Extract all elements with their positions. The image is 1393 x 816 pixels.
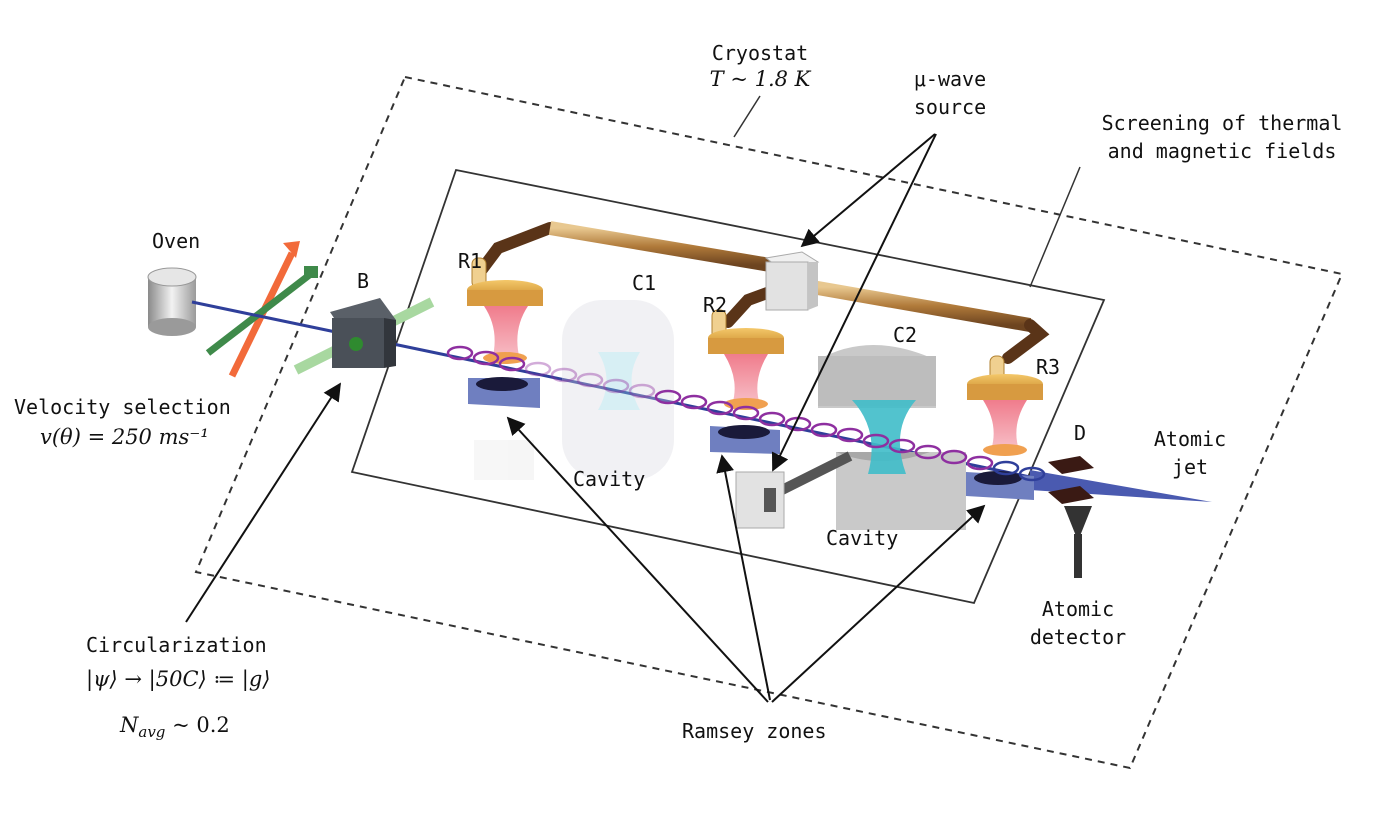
ramsey-zone-r3-icon	[966, 355, 1043, 500]
cryostat-temperature: T ~ 1.8 K	[709, 67, 811, 91]
n-avg-value: ~ 0.2	[165, 713, 230, 737]
ramsey-r2-label: R2	[703, 293, 728, 317]
velocity-selection-lasers-icon	[205, 241, 318, 378]
microwave-source-label-line1: μ-wave	[913, 67, 987, 91]
velocity-formula: v(θ) = 250 ms⁻¹	[40, 425, 209, 449]
oven-icon	[147, 267, 197, 336]
ramsey-zone-r1-icon	[467, 257, 543, 408]
cavity-c1-label: C1	[632, 271, 657, 295]
circularization-formula: |ψ⟩ → |50C⟩ ≔ |g⟩	[86, 667, 271, 691]
annotation-arrows	[185, 133, 986, 703]
cryostat-boundary	[194, 75, 1344, 770]
n-avg-formula: Navg ~ 0.2	[120, 712, 230, 745]
cavity-c2-label: C2	[893, 323, 918, 347]
atomic-detector-label-line2: detector	[1029, 625, 1127, 649]
oven-label: Oven	[152, 229, 201, 253]
circularization-box-icon	[293, 297, 435, 375]
ramsey-zones-label: Ramsey zones	[682, 719, 827, 743]
cryostat-label: Cryostat	[711, 41, 809, 65]
microwave-source-icon	[764, 251, 820, 311]
n-avg-subscript: avg	[138, 723, 166, 742]
atomic-jet-label-line2: jet	[1171, 455, 1209, 479]
circularization-box-label: B	[357, 269, 370, 293]
atomic-jet-label-line1: Atomic	[1153, 427, 1227, 451]
atomic-jet-arrow-icon	[1030, 470, 1212, 502]
microwave-waveguides	[474, 221, 1050, 364]
microwave-source-label-line2: source	[913, 95, 987, 119]
n-avg-symbol: N	[120, 713, 139, 737]
atomic-detector-icon	[1048, 456, 1094, 578]
circularization-label: Circularization	[86, 633, 267, 657]
atomic-detector-label-line1: Atomic	[1041, 597, 1115, 621]
cryostat-leader	[733, 95, 761, 138]
screening-boundary	[350, 168, 1106, 605]
velocity-selection-label: Velocity selection	[14, 395, 231, 419]
microwave-source-lower-icon	[735, 451, 853, 529]
ramsey-r1-label: R1	[458, 249, 483, 273]
cavity-right-label: Cavity	[826, 526, 899, 550]
ramsey-r3-label: R3	[1036, 355, 1061, 379]
atom-rings	[446, 345, 1046, 482]
screening-label-line1: Screening of thermal	[1101, 111, 1343, 135]
cavity-c2-icon	[818, 345, 966, 530]
ramsey-zone-r2-icon	[708, 309, 784, 454]
screening-label-line2: and magnetic fields	[1107, 139, 1337, 163]
cavity-left-label: Cavity	[573, 467, 646, 491]
cavity-c1-icon	[474, 300, 674, 480]
detector-d-label: D	[1074, 421, 1087, 445]
screening-leader	[1029, 166, 1081, 288]
